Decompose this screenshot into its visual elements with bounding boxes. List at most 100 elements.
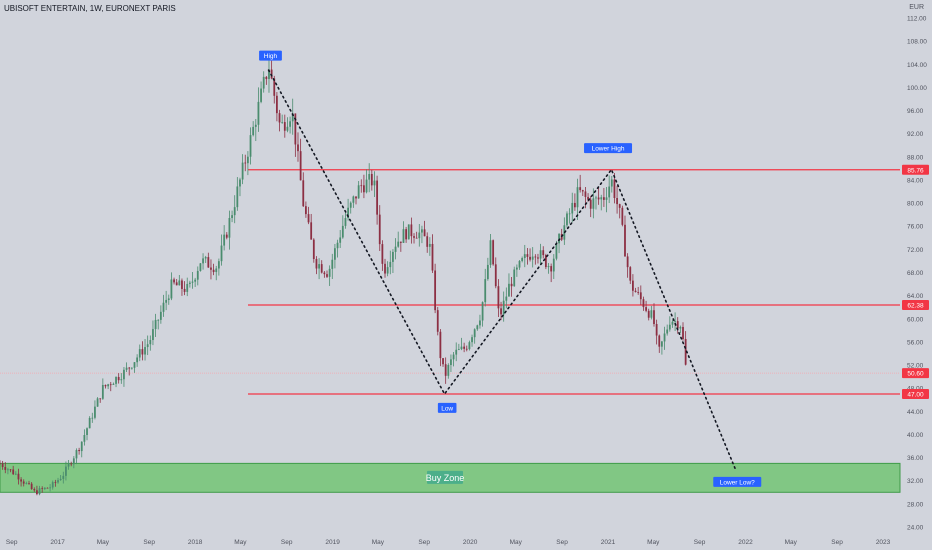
candle-body (141, 349, 144, 355)
current-price-tag: 50.60 (907, 371, 924, 378)
candle-body (196, 270, 199, 280)
y-tick-label: 60.00 (907, 316, 924, 323)
candle-body (526, 254, 529, 257)
candle-body (334, 248, 336, 260)
annotation-label: Lower Low? (720, 479, 755, 486)
candle-body (634, 290, 637, 293)
candle-body (534, 256, 537, 258)
candle-body (486, 264, 489, 280)
candle-body (679, 326, 682, 329)
candle-body (581, 190, 584, 192)
y-tick-label: 84.00 (907, 177, 924, 184)
candle-body (676, 321, 679, 329)
candle-body (57, 480, 59, 483)
level-price-tag: 85.76 (907, 167, 924, 174)
candle-body (154, 319, 157, 330)
candle-body (125, 367, 128, 370)
candle-body (370, 173, 373, 186)
candle-body (618, 204, 621, 208)
candle-body (120, 379, 123, 381)
annotation-label: High (264, 53, 278, 60)
candle-body (479, 320, 481, 326)
candle-body (178, 280, 181, 286)
candle-body (523, 254, 526, 259)
candle-body (684, 338, 687, 365)
candle-body (20, 479, 22, 482)
candle-body (67, 463, 70, 467)
x-tick-label: 2017 (50, 539, 65, 546)
candle-body (360, 185, 363, 187)
candle-body (608, 186, 611, 198)
candle-body (476, 325, 479, 330)
candle-body (468, 342, 471, 350)
candle-body (602, 197, 605, 200)
x-tick-label: May (785, 539, 798, 546)
x-tick-label: May (372, 539, 385, 546)
candle-body (566, 213, 568, 226)
candle-body (544, 255, 547, 268)
candle-body (70, 463, 73, 465)
y-tick-label: 40.00 (907, 432, 924, 439)
candle-body (7, 469, 9, 471)
candle-body (302, 180, 305, 207)
candle-body (165, 299, 168, 303)
chart-title: UBISOFT ENTERTAIN, 1W, EURONEXT PARIS (4, 4, 176, 13)
candle-body (637, 292, 640, 293)
x-tick-label: Sep (418, 539, 430, 546)
candle-body (418, 232, 421, 239)
candle-body (83, 434, 86, 442)
candle-body (605, 197, 608, 200)
candle-body (428, 243, 431, 247)
candle-body (378, 214, 381, 245)
candle-body (49, 487, 52, 489)
candle-body (115, 376, 117, 384)
candle-body (320, 264, 323, 273)
candle-body (233, 207, 236, 216)
candle-body (14, 473, 17, 475)
level-price-tag: 47.00 (907, 391, 924, 398)
candle-body (415, 237, 418, 239)
candle-body (645, 307, 647, 311)
axes-layer: 24.0028.0032.0036.0040.0044.0048.0052.00… (6, 16, 929, 546)
candle-body (336, 242, 339, 249)
projection-path-layer (267, 69, 737, 470)
y-tick-label: 76.00 (907, 224, 924, 231)
candle-body (347, 207, 349, 219)
candle-body (283, 122, 286, 131)
candle-body (286, 126, 289, 131)
candle-body (107, 384, 110, 387)
candle-body (434, 270, 437, 311)
candle-body (436, 310, 439, 332)
candle-body (273, 78, 276, 96)
annotation-bg (259, 50, 282, 61)
candle-body (130, 367, 133, 369)
candle-body (444, 364, 447, 376)
candle-body (650, 310, 653, 318)
candle-body (191, 281, 194, 283)
candle-body (407, 224, 410, 240)
candle-body (494, 264, 497, 287)
candle-body (262, 76, 265, 89)
candle-body (587, 196, 589, 200)
candle-body (38, 488, 41, 495)
candle-body (265, 76, 268, 80)
candle-body (394, 246, 397, 252)
candle-body (658, 335, 661, 347)
candle-body (215, 268, 218, 273)
candle-body (167, 298, 170, 300)
candle-body (99, 398, 102, 400)
candle-body (674, 321, 676, 322)
candle-body (231, 215, 233, 218)
candle-body (639, 292, 642, 300)
candles-layer (0, 53, 687, 496)
candle-body (368, 173, 371, 180)
candle-body (537, 257, 539, 259)
y-tick-label: 104.00 (907, 62, 927, 69)
level-lines-layer (0, 169, 900, 395)
candle-body (571, 202, 574, 214)
candle-body (275, 95, 278, 114)
candle-body (12, 469, 15, 475)
candle-body (25, 483, 28, 484)
x-tick-label: Sep (556, 539, 568, 546)
candle-body (318, 264, 320, 269)
